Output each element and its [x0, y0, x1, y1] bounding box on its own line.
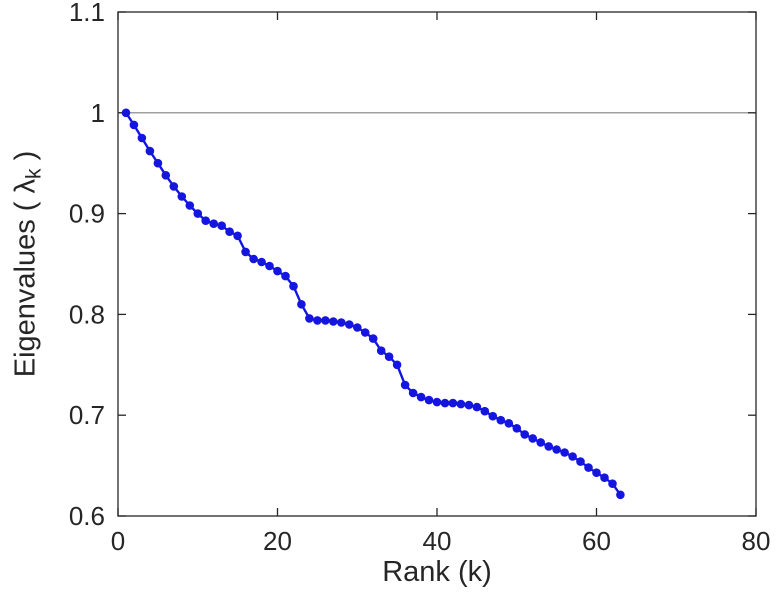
- data-point-marker: [161, 171, 171, 180]
- data-point-marker: [329, 317, 338, 326]
- data-point-marker: [416, 392, 426, 402]
- data-point-marker: [313, 316, 322, 325]
- data-point-marker: [121, 108, 131, 118]
- data-point-marker: [552, 445, 561, 454]
- y-axis-label-suffix: ): [9, 150, 42, 169]
- data-point-marker: [129, 120, 139, 130]
- x-tick-label: 40: [423, 526, 452, 556]
- data-point-marker: [520, 430, 529, 439]
- data-point-marker: [448, 398, 458, 408]
- data-point-marker: [592, 468, 601, 478]
- data-point-marker: [209, 219, 218, 228]
- x-axis-label-text: Rank (k): [382, 556, 492, 588]
- data-point-marker: [265, 261, 274, 271]
- data-point-marker: [193, 209, 203, 218]
- data-point-marker: [145, 146, 155, 156]
- y-tick-label: 1.1: [69, 0, 105, 27]
- data-point-marker: [536, 438, 545, 447]
- data-point-marker: [305, 314, 314, 323]
- data-point-marker: [249, 254, 258, 264]
- data-point-marker: [400, 380, 410, 390]
- data-point-marker: [297, 300, 306, 309]
- y-tick-label: 0.9: [69, 199, 105, 229]
- data-point-marker: [392, 360, 402, 370]
- data-point-marker: [289, 281, 298, 291]
- data-point-marker: [472, 402, 482, 412]
- data-point-marker: [376, 346, 386, 356]
- data-point-marker: [201, 216, 210, 225]
- data-point-marker: [568, 452, 577, 461]
- data-point-marker: [281, 271, 290, 281]
- x-axis-label: Rank (k): [118, 556, 756, 589]
- data-point-marker: [488, 411, 498, 421]
- data-point-marker: [177, 192, 187, 201]
- y-tick-label: 1: [91, 98, 105, 128]
- data-point-marker: [456, 399, 466, 409]
- y-axis-label: Eigenvalues ( λk ): [10, 151, 47, 378]
- data-point-marker: [337, 318, 346, 327]
- data-point-marker: [233, 231, 242, 241]
- data-point-marker: [360, 328, 370, 337]
- y-axis-label-prefix: Eigenvalues ( λ: [9, 178, 42, 378]
- data-point-marker: [345, 320, 354, 329]
- x-tick-label: 0: [111, 526, 125, 556]
- data-point-marker: [321, 316, 330, 325]
- x-tick-label: 60: [582, 526, 611, 556]
- data-point-marker: [353, 323, 362, 332]
- x-tick-label: 20: [263, 526, 292, 556]
- eigenvalue-line: [124, 111, 622, 496]
- data-point-marker: [528, 434, 537, 443]
- data-point-marker: [432, 397, 442, 407]
- y-tick-label: 0.8: [69, 299, 105, 329]
- data-point-marker: [185, 201, 195, 210]
- data-point-marker: [544, 442, 553, 451]
- data-point-marker: [217, 221, 226, 230]
- data-point-marker: [440, 398, 450, 408]
- y-axis-label-subscript: k: [22, 168, 46, 179]
- axes-box: [117, 11, 757, 517]
- data-point-marker: [576, 457, 585, 466]
- data-point-marker: [608, 479, 617, 489]
- data-point-marker: [257, 257, 266, 267]
- data-point-marker: [384, 352, 394, 362]
- data-point-marker: [560, 448, 569, 457]
- data-point-marker: [496, 415, 506, 425]
- data-point-marker: [169, 182, 179, 191]
- data-point-marker: [512, 424, 522, 433]
- data-point-marker: [137, 133, 147, 143]
- y-tick-label: 0.6: [69, 501, 105, 531]
- data-point-marker: [616, 490, 625, 500]
- data-point-marker: [153, 158, 163, 168]
- data-point-marker: [584, 463, 593, 472]
- data-point-marker: [273, 266, 282, 276]
- x-tick-label: 80: [742, 526, 771, 556]
- data-point-marker: [408, 388, 418, 398]
- data-point-marker: [368, 334, 378, 343]
- data-point-marker: [504, 419, 514, 428]
- data-point-marker: [464, 400, 474, 410]
- y-tick-label: 0.7: [69, 400, 105, 430]
- data-point-marker: [241, 247, 250, 257]
- data-point-marker: [600, 473, 609, 483]
- data-point-marker: [225, 227, 234, 236]
- data-point-marker: [480, 406, 490, 416]
- data-point-marker: [424, 395, 434, 405]
